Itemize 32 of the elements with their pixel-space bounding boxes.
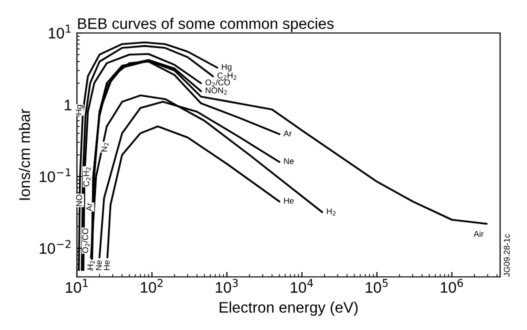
chart-title: BEB curves of some common species [78,18,334,32]
annotation: He [104,260,110,270]
y-axis-title: Ions/cm mbar [18,108,30,200]
annotation: Ne [96,260,102,270]
annotation: C$_{2}$H$_{2}$ [83,168,90,186]
y-tick-label: 10$^{−2}$ [40,240,70,254]
annotation: Hg [76,105,84,115]
series-label: O$_{2}$/CO [205,79,230,87]
annotation: NO [76,194,82,206]
y-tick-label: 1 [64,100,72,110]
y-tick-label: 10$^{−1}$ [40,168,71,182]
series-label: C$_{2}$H$_{2}$ [217,72,236,80]
series-label: Ne [284,158,294,164]
series-label: Hg [222,64,232,72]
y-tick-label: 10$^{1}$ [48,24,71,39]
x-tick-label: 10$^{6}$ [440,278,463,293]
annotation: H$_{2}$ [87,260,95,270]
annotation: O$_{2}$/CO [82,228,90,253]
annotation: Ar [86,202,92,212]
series-label: He [284,198,294,204]
x-tick-label: 10$^{5}$ [366,279,388,293]
x-tick-label: 10$^{2}$ [140,278,163,293]
annotation: N$_{2}$ [101,142,108,152]
text: JG09.28-1c [504,234,510,277]
series-label: H$_{2}$ [326,208,336,216]
series-label: Ar [284,130,292,136]
x-tick-label: 10$^{3}$ [216,278,238,293]
x-axis-title: Electron energy (eV) [220,302,358,316]
x-tick-label: 10$^{1}$ [66,279,88,293]
x-tick-label: 10$^{4}$ [290,279,314,293]
series-label: Air [474,230,484,237]
series-label: NON$_{2}$ [206,87,227,95]
